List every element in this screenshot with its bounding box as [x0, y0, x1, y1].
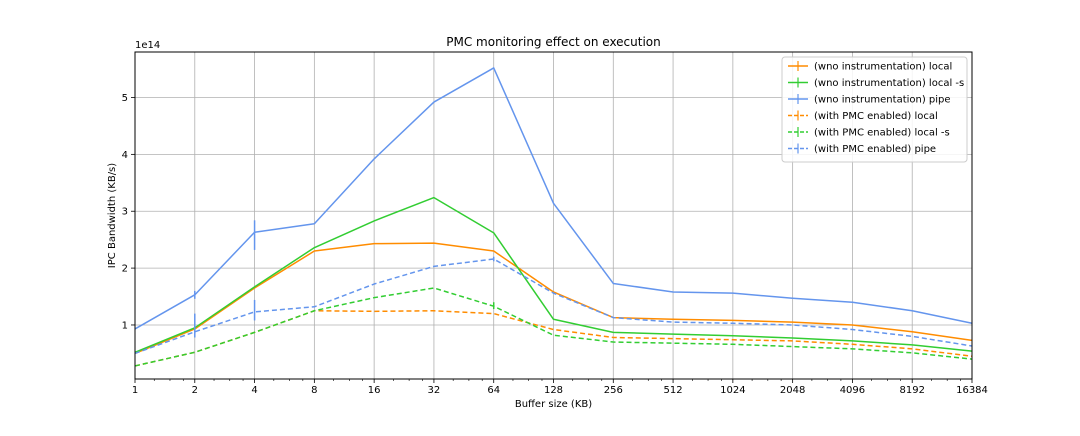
- x-tick-label: 32: [428, 385, 441, 396]
- series-line-6: [134, 258, 973, 355]
- x-tick-label: 1: [132, 385, 138, 396]
- legend-entry: (wno instrumentation) local: [814, 62, 952, 73]
- series-line-3: [134, 67, 973, 330]
- y-axis-multiplier: 1e14: [135, 40, 160, 51]
- legend: (wno instrumentation) local (wno instrume…: [781, 56, 968, 163]
- x-tick-label: 8192: [899, 385, 924, 396]
- y-tick-label: 4: [122, 150, 128, 161]
- x-tick-label: 2048: [780, 385, 805, 396]
- legend-entry: (with PMC enabled) local: [814, 111, 938, 122]
- y-tick-label: 1: [122, 320, 128, 331]
- x-tick-label: 4096: [840, 385, 865, 396]
- y-axis-ticks: 1 2 3 4 5: [122, 93, 135, 331]
- series-line-5: [134, 287, 973, 367]
- x-axis-label: Buffer size (KB): [515, 399, 592, 410]
- x-tick-label: 4: [251, 385, 257, 396]
- x-tick-label: 16: [368, 385, 381, 396]
- series-lines: [134, 67, 973, 367]
- legend-entry: (with PMC enabled) local -s: [814, 128, 950, 139]
- y-axis-label: IPC Bandwidth (KB/s): [107, 163, 118, 268]
- legend-entry: (wno instrumentation) pipe: [814, 95, 951, 106]
- x-tick-label: 16384: [956, 385, 988, 396]
- y-tick-label: 3: [122, 207, 128, 218]
- x-tick-label: 2: [192, 385, 198, 396]
- x-tick-label: 512: [664, 385, 683, 396]
- chart-title: PMC monitoring effect on execution: [446, 35, 661, 49]
- legend-entry: (wno instrumentation) local -s: [814, 78, 964, 89]
- y-tick-label: 5: [122, 93, 128, 104]
- series-line-1: [134, 242, 973, 355]
- x-tick-label: 1024: [720, 385, 745, 396]
- x-tick-label: 128: [544, 385, 563, 396]
- x-tick-label: 256: [604, 385, 623, 396]
- legend-box: [781, 56, 968, 163]
- x-axis-ticks: 1 2 4 8 16 32 64 128 256 512 1024 2048 4096 8192 16384: [132, 379, 988, 396]
- x-tick-label: 64: [487, 385, 500, 396]
- y-tick-label: 2: [122, 264, 128, 275]
- x-tick-label: 8: [311, 385, 317, 396]
- legend-entry: (with PMC enabled) pipe: [814, 144, 936, 155]
- series-line-2: [134, 196, 973, 353]
